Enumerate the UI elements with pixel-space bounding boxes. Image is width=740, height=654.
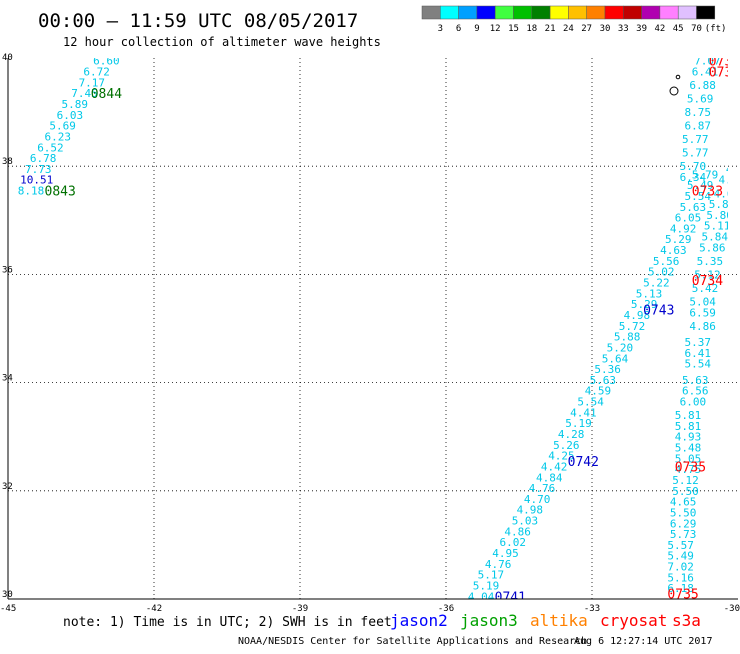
- swh-value-label: 5.81: [675, 409, 702, 422]
- footer-timestamp: Aug 6 12:27:14 UTC 2017: [574, 636, 712, 647]
- colorbar-swatch: [605, 6, 623, 19]
- legend-item-cryosat: cryosat: [600, 611, 667, 630]
- colorbar-tick-label: 33: [618, 24, 629, 34]
- swh-value-label: 5.77: [682, 133, 709, 146]
- swh-value-label: 5.70: [680, 160, 707, 173]
- footer-note: note: 1) Time is in UTC; 2) SWH is in fe…: [63, 615, 392, 630]
- colorbar-swatch: [623, 6, 641, 19]
- colorbar-tick-label: 15: [508, 24, 519, 34]
- colorbar-tick-label: 24: [563, 24, 574, 34]
- x-tick-label: -42: [146, 604, 162, 614]
- colorbar-swatch: [678, 6, 696, 19]
- pass-time-label: 0742: [568, 455, 599, 470]
- colorbar-swatch: [532, 6, 550, 19]
- colorbar-tick-label: 39: [636, 24, 647, 34]
- pass-time-label: 0844: [91, 87, 122, 102]
- colorbar-tick-label: 27: [581, 24, 592, 34]
- colorbar-tick-label: 70: [691, 24, 702, 34]
- colorbar-tick-label: 45: [673, 24, 684, 34]
- y-tick-label: 38: [2, 157, 13, 167]
- y-tick-label: 34: [2, 374, 13, 384]
- colorbar-tick-label: 6: [456, 24, 461, 34]
- colorbar-swatch: [568, 6, 586, 19]
- legend-item-jason3: jason3: [460, 611, 518, 630]
- colorbar-swatch: [550, 6, 568, 19]
- swh-value-label: 4.86: [689, 320, 716, 333]
- swh-value-label: 5.77: [682, 147, 709, 160]
- swh-value-label: 5.04: [689, 295, 716, 308]
- colorbar-tick-label: 3: [438, 24, 443, 34]
- swh-value-label: 6.88: [689, 79, 716, 92]
- swh-value-label: 8.18: [18, 185, 45, 198]
- y-tick-label: 32: [2, 482, 13, 492]
- colorbar-swatch: [422, 6, 440, 19]
- pass-time-label: 0734: [692, 274, 723, 289]
- x-tick-label: -39: [292, 604, 308, 614]
- legend-item-jason2: jason2: [390, 611, 448, 630]
- pass-time-label: 0843: [45, 185, 76, 200]
- colorbar-swatch: [642, 6, 660, 19]
- colorbar-swatch: [495, 6, 513, 19]
- swh-value-label: 5.63: [682, 374, 709, 387]
- colorbar-tick-label: 30: [600, 24, 611, 34]
- colorbar-swatch: [440, 6, 458, 19]
- y-tick-label: 36: [2, 265, 13, 275]
- colorbar-tick-label: 9: [474, 24, 479, 34]
- x-tick-label: -30: [724, 604, 740, 614]
- satellite-legend: jason2 jason3 altika cryosat s3a: [390, 611, 701, 630]
- colorbar-swatch: [514, 6, 532, 19]
- colorbar-tick-label: 21: [545, 24, 556, 34]
- pass-time-label: 0743: [643, 304, 674, 319]
- chart-subtitle: 12 hour collection of altimeter wave hei…: [63, 35, 381, 49]
- legend-item-altika: altika: [530, 611, 588, 630]
- colorbar-swatch: [587, 6, 605, 19]
- swh-value-label: 6.87: [684, 120, 711, 133]
- swh-value-label: 5.69: [687, 93, 714, 106]
- colorbar-swatch: [660, 6, 678, 19]
- footer-credit: NOAA/NESDIS Center for Satellite Applica…: [238, 636, 587, 647]
- swh-value-label: 8.75: [684, 106, 711, 119]
- pass-time-label: 0735: [675, 460, 706, 475]
- colorbar-tick-label: 42: [654, 24, 665, 34]
- x-tick-label: -45: [0, 604, 16, 614]
- colorbar-unit: (ft): [705, 24, 727, 34]
- colorbar-tick-label: 18: [526, 24, 537, 34]
- colorbar-swatch: [477, 6, 495, 19]
- colorbar-tick-label: 12: [490, 24, 501, 34]
- swh-value-label: 5.37: [684, 336, 711, 349]
- colorbar-swatch: [459, 6, 477, 19]
- colorbar-swatch: [697, 6, 715, 19]
- y-tick-label: 40: [2, 53, 13, 63]
- swh-value-label: 5.35: [697, 255, 724, 268]
- chart-title: 00:00 – 11:59 UTC 08/05/2017: [38, 10, 358, 32]
- legend-item-s3a: s3a: [672, 611, 701, 630]
- pass-time-label: 0733: [692, 185, 723, 200]
- y-tick-label: 30: [2, 590, 13, 600]
